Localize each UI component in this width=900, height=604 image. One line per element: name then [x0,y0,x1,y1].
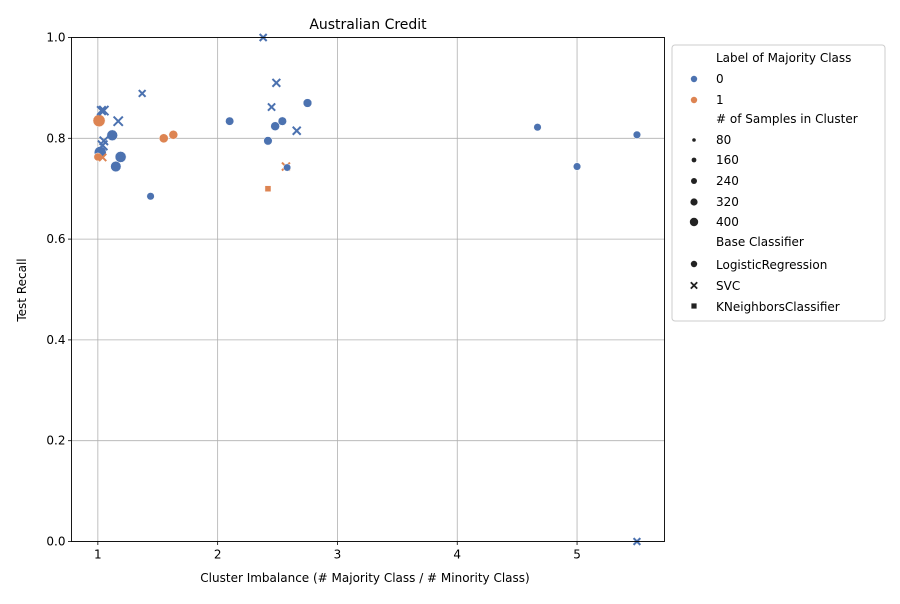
legend-size-marker-80 [692,138,696,142]
legend-size-label-400: 400 [716,215,739,229]
legend-hue-label-0: 0 [716,72,724,86]
x-tick-label: 3 [334,548,342,562]
data-point-logisticregression-label-0 [225,116,235,126]
x-tick-label: 2 [214,548,222,562]
legend-box [671,44,886,322]
legend-size-marker-160 [691,157,697,163]
y-tick-label: 0.6 [46,232,65,246]
legend-style-label-svc: SVC [716,279,740,293]
legend-style-marker-svc [690,281,698,290]
data-point-svc-label-0 [138,89,147,98]
data-point-svc-label-0 [98,135,109,146]
y-tick-label: 0.8 [46,131,65,145]
data-point-logisticregression-label-0 [277,116,287,126]
plot-frame [71,37,665,542]
legend-hue-label-1: 1 [716,93,724,107]
legend-size-label-240: 240 [716,174,739,188]
legend-style-label-logreg: LogisticRegression [716,258,827,272]
data-point-logisticregression-label-0 [263,136,273,146]
data-point-logisticregression-label-0 [106,129,118,141]
legend-style-marker-knn [691,303,697,309]
data-point-svc-label-0 [98,105,110,116]
data-point-svc-label-1 [98,153,107,162]
x-tick-label: 4 [453,548,461,562]
data-point-logisticregression-label-1 [158,133,169,144]
legend-hue-marker-1 [690,96,698,104]
data-point-logisticregression-label-1 [92,114,106,128]
legend-style-marker-logreg [690,260,698,268]
legend-size-label-320: 320 [716,195,739,209]
x-tick-label: 1 [94,548,102,562]
data-point-logisticregression-label-0 [283,163,292,172]
legend-size-marker-400 [689,217,699,227]
legend-hue-title: Label of Majority Class [716,51,851,65]
legend-size-label-80: 80 [716,133,731,147]
legend-hue-marker-0 [690,75,698,83]
data-point-logisticregression-label-0 [572,162,582,171]
x-axis-label: Cluster Imbalance (# Majority Class / # … [200,571,529,585]
axis-ticks: 1 2 3 4 5 0.0 0.2 0.4 0.6 0.8 1.0 [46,31,580,562]
legend-size-label-160: 160 [716,153,739,167]
data-point-logisticregression-label-0 [270,121,280,131]
legend-size-title: # of Samples in Cluster [716,112,858,126]
y-tick-label: 0.4 [46,333,65,347]
y-tick-label: 1.0 [46,31,65,45]
data-point-svc-label-0 [267,102,276,112]
data-point-logisticregression-label-0 [632,130,641,139]
data-point-logisticregression-label-0 [110,160,122,173]
data-point-svc-label-0 [112,115,124,127]
data-point-logisticregression-label-0 [533,123,542,132]
legend-style-label-knn: KNeighborsClassifier [716,300,840,314]
chart-title: Australian Credit [309,17,427,33]
data-point-logisticregression-label-0 [146,192,155,201]
data-point-svc-label-0 [96,105,107,116]
data-point-logisticregression-label-0 [302,98,313,108]
y-axis-label: Test Recall [15,258,29,322]
legend-style-title: Base Classifier [716,235,804,249]
x-tick-label: 5 [573,548,581,562]
y-tick-label: 0.2 [46,434,65,448]
data-point-svc-label-0 [271,78,281,88]
data-point-svc-label-0 [292,126,302,136]
legend: Label of Majority Class 0 1 # of Samples… [671,44,886,322]
legend-size-marker-240 [691,178,697,184]
data-point-kneighborsclassifier-label-1 [264,185,272,192]
legend-size-marker-320 [690,198,698,206]
data-point-logisticregression-label-0 [114,151,127,163]
y-tick-label: 0.0 [46,535,65,549]
data-points [92,33,642,546]
data-point-logisticregression-label-1 [168,130,179,140]
